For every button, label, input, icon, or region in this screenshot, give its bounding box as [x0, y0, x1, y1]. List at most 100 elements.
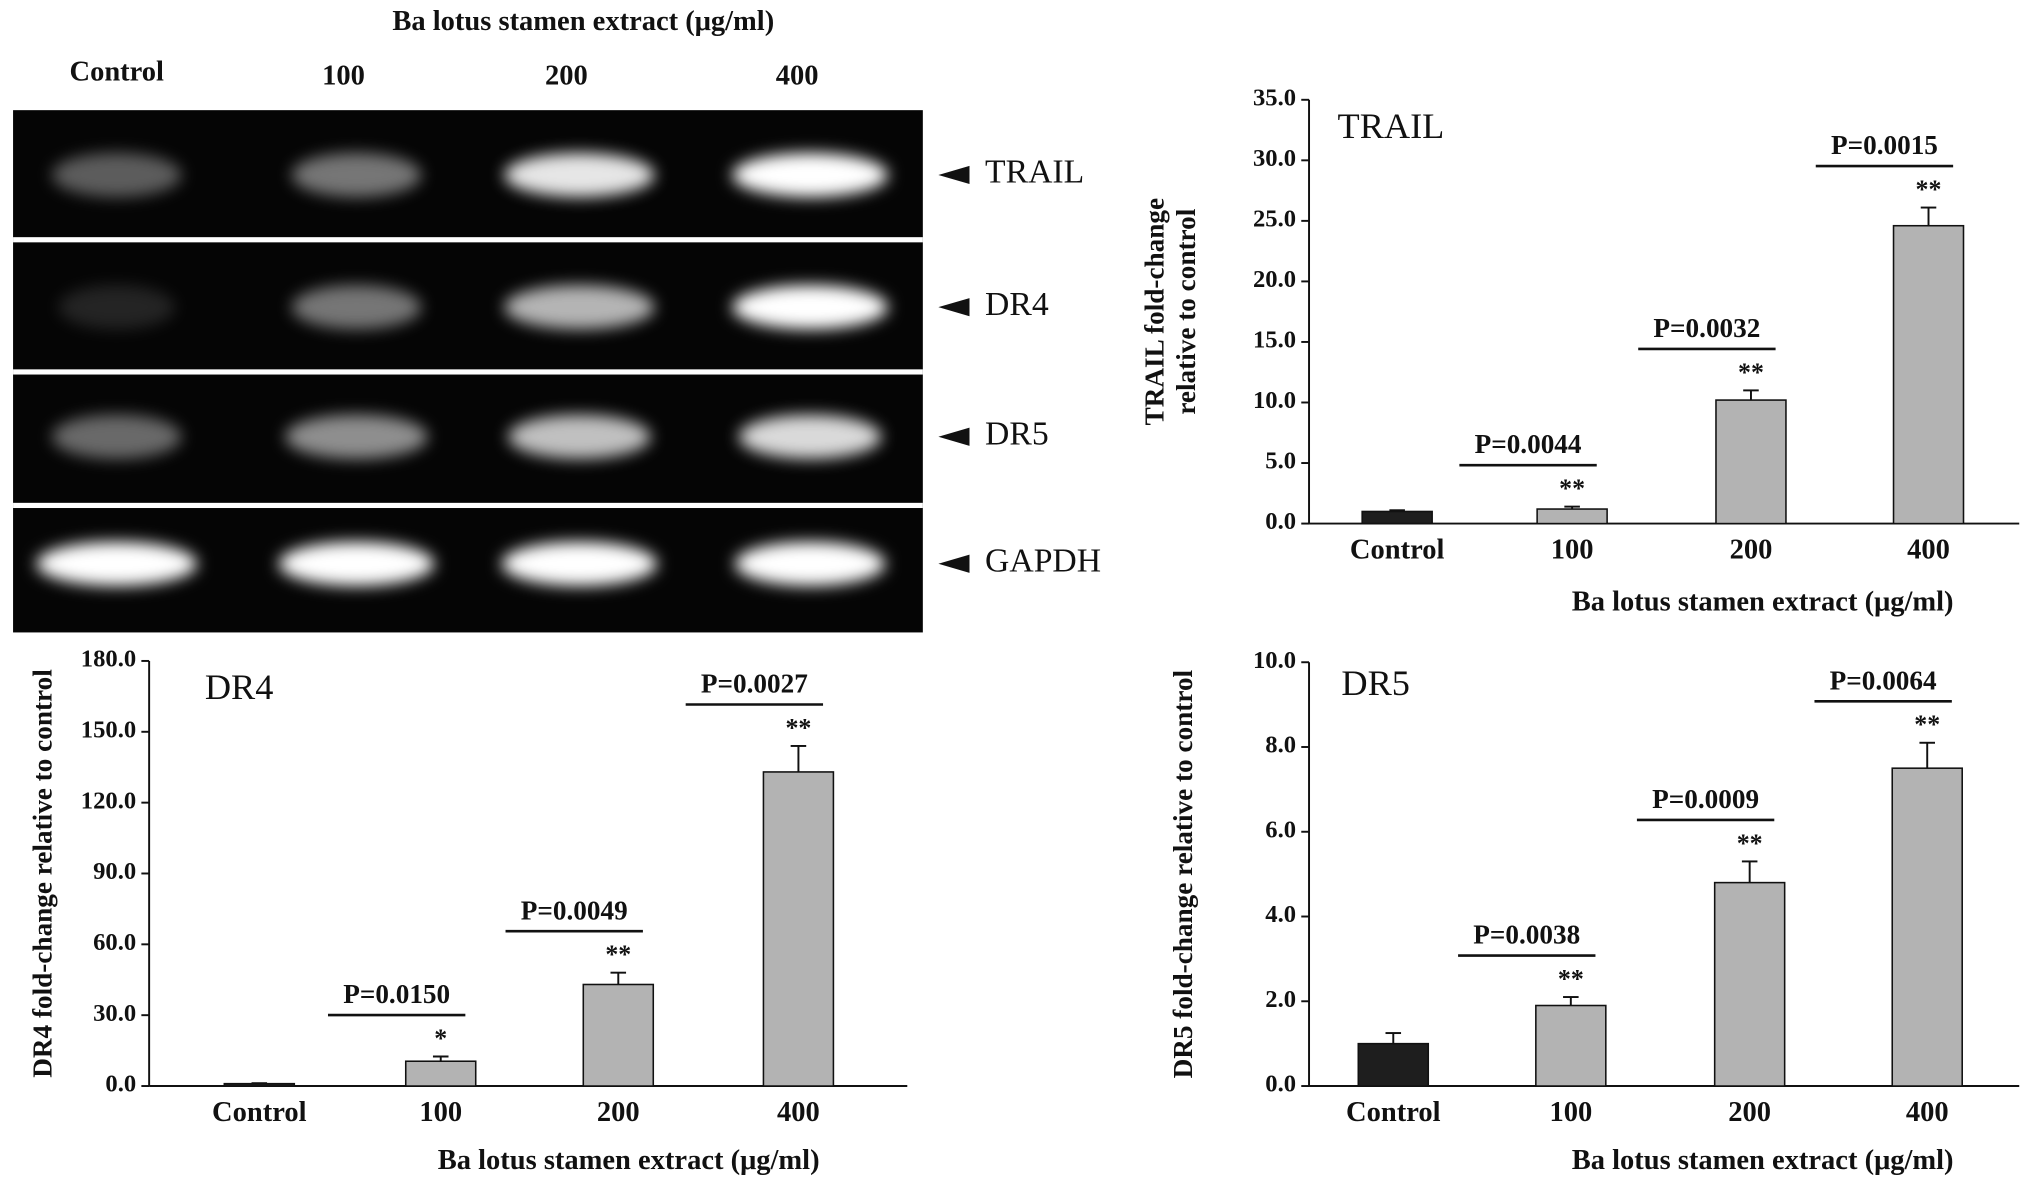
p-value-label: P=0.0015 — [1831, 130, 1938, 160]
y-axis-label: DR4 fold-change relative to control — [28, 669, 58, 1078]
gel-band — [501, 541, 658, 586]
p-value-label: P=0.0150 — [343, 979, 450, 1009]
x-axis-label: Ba lotus stamen extract (μg/ml) — [1572, 1145, 1954, 1176]
x-tick-label: 400 — [1907, 535, 1950, 566]
x-tick-label: 100 — [1551, 535, 1594, 566]
gel-separator — [13, 502, 923, 509]
gel-band — [285, 414, 428, 459]
x-tick-label: 100 — [1549, 1097, 1592, 1128]
gel-band — [291, 152, 422, 197]
y-axis-label: DR5 fold-change relative to control — [1168, 669, 1198, 1078]
y-axis-label: relative to control — [1171, 208, 1201, 414]
p-value-label: P=0.0049 — [521, 895, 628, 925]
p-value-label: P=0.0027 — [701, 669, 808, 699]
p-value-label: P=0.0032 — [1653, 313, 1760, 343]
band-label: TRAIL — [985, 154, 1084, 191]
y-tick-label: 2.0 — [1265, 986, 1296, 1013]
p-value-label: P=0.0064 — [1830, 665, 1937, 695]
bar — [1536, 508, 1608, 525]
bar — [223, 1082, 296, 1087]
p-value-label: P=0.0038 — [1473, 920, 1580, 950]
x-axis-label: Ba lotus stamen extract (μg/ml) — [438, 1145, 820, 1176]
significance-stars: ** — [1559, 474, 1585, 503]
y-tick-label: 0.0 — [1265, 1071, 1296, 1098]
gel-band — [738, 414, 882, 459]
band-label: DR5 — [985, 415, 1049, 452]
gel-band — [732, 285, 888, 330]
y-tick-label: 120.0 — [81, 787, 136, 814]
significance-stars: ** — [1738, 358, 1764, 387]
bar — [1715, 399, 1787, 525]
bar — [1713, 881, 1786, 1087]
y-tick-label: 25.0 — [1253, 206, 1296, 233]
y-tick-label: 150.0 — [81, 716, 136, 743]
gel-band — [734, 541, 886, 586]
chart-title: DR4 — [205, 667, 274, 707]
x-tick-label: Control — [1350, 535, 1445, 566]
y-axis-label: TRAIL fold-change — [1140, 198, 1170, 425]
band-label: GAPDH — [985, 542, 1101, 579]
band-arrow — [938, 554, 970, 573]
y-tick-label: 30.0 — [1253, 145, 1296, 172]
significance-stars: ** — [1558, 964, 1584, 993]
lane-label: 200 — [545, 60, 588, 91]
y-tick-label: 10.0 — [1253, 387, 1296, 414]
lane-label: 400 — [776, 60, 819, 91]
bar — [1357, 1042, 1430, 1087]
x-tick-label: 200 — [1730, 535, 1773, 566]
band-arrow — [938, 165, 970, 185]
x-axis-label: Ba lotus stamen extract (μg/ml) — [1572, 586, 1954, 617]
y-tick-label: 180.0 — [81, 646, 136, 673]
gel-band — [58, 285, 176, 330]
gel-band — [508, 414, 651, 459]
p-value-label: P=0.0044 — [1475, 429, 1582, 459]
x-tick-label: 200 — [1728, 1097, 1771, 1128]
significance-stars: ** — [605, 940, 631, 969]
gel-band — [504, 152, 655, 197]
bar — [404, 1060, 477, 1087]
bar — [1535, 1004, 1607, 1087]
bar — [1892, 224, 1965, 525]
y-tick-label: 35.0 — [1253, 84, 1296, 111]
chart-title: DR5 — [1341, 663, 1410, 703]
gel-band — [51, 152, 182, 197]
y-tick-label: 60.0 — [93, 929, 136, 956]
p-value-label: P=0.0009 — [1652, 784, 1759, 814]
bar — [762, 771, 835, 1087]
gel-separator — [13, 237, 923, 243]
significance-stars: ** — [1916, 175, 1942, 204]
lane-label: Control — [69, 56, 164, 87]
gel-band — [732, 152, 888, 197]
gel-band — [504, 285, 655, 330]
y-tick-label: 15.0 — [1253, 327, 1296, 354]
bar — [582, 983, 655, 1087]
y-tick-label: 30.0 — [93, 1000, 136, 1027]
significance-stars: * — [434, 1024, 447, 1053]
band-arrow — [938, 427, 970, 446]
y-tick-label: 90.0 — [93, 858, 136, 885]
gel-title: Ba lotus stamen extract (μg/ml) — [392, 6, 774, 37]
x-tick-label: 400 — [1906, 1097, 1949, 1128]
x-tick-label: 400 — [777, 1097, 820, 1128]
x-tick-label: Control — [212, 1097, 307, 1128]
y-tick-label: 6.0 — [1265, 816, 1296, 843]
significance-stars: ** — [1914, 710, 1940, 739]
y-tick-label: 8.0 — [1265, 732, 1296, 759]
significance-stars: ** — [1737, 829, 1763, 858]
y-tick-label: 20.0 — [1253, 266, 1296, 293]
y-tick-label: 5.0 — [1265, 448, 1296, 475]
x-tick-label: 200 — [597, 1097, 640, 1128]
y-tick-label: 4.0 — [1265, 901, 1296, 928]
bar — [1891, 767, 1963, 1087]
y-tick-label: 0.0 — [105, 1071, 136, 1098]
x-tick-label: 100 — [419, 1097, 462, 1128]
gel-band — [278, 541, 435, 586]
band-arrow — [938, 298, 970, 317]
significance-stars: ** — [785, 713, 811, 742]
gel-band — [51, 414, 182, 459]
x-tick-label: Control — [1346, 1097, 1441, 1128]
y-tick-label: 0.0 — [1265, 508, 1296, 535]
bar — [1361, 510, 1433, 525]
gel-band — [291, 285, 422, 330]
